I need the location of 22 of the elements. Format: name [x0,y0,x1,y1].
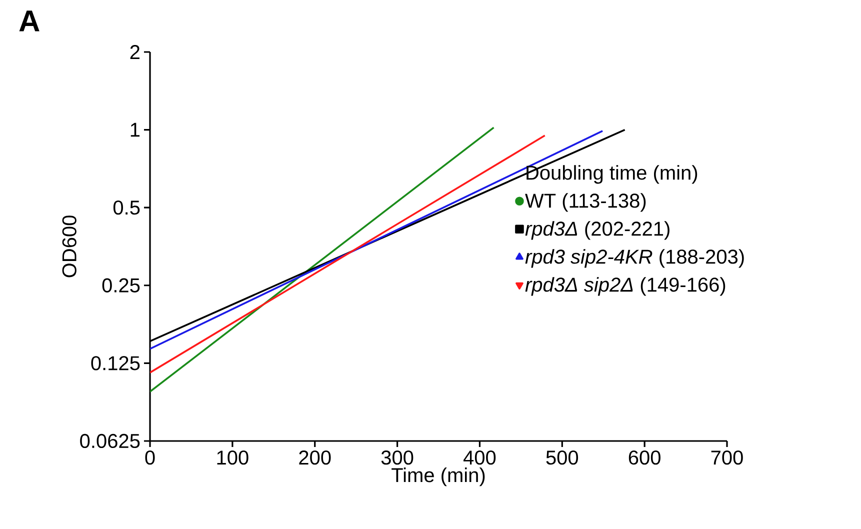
y-tick-label: 0.5 [113,200,140,215]
y-tick-label: 0.0625 [80,434,140,448]
chart-title: A [19,10,40,32]
y-tick-label: 2 [130,45,140,59]
legend-label: WT (113-138) [525,193,646,212]
x-tick-label: 100 [217,450,248,465]
x-tick-label: 300 [381,450,414,465]
y-axis-title: OD600 [62,216,76,278]
legend-label: rpd3Δ sip2Δ (149-166) [525,277,726,296]
y-tick-label: 1 [130,122,140,137]
x-tick-label: 400 [463,450,496,465]
x-tick-label: 700 [711,450,743,465]
legend-label: rpd3Δ (202-221) [525,221,670,240]
x-tick-label: 200 [299,450,331,465]
y-tick-label: 0.25 [102,278,140,292]
legend-title: Doubling time (min) [526,165,698,184]
x-tick-label: 0 [145,450,155,465]
legend-label: rpd3 sip2-4KR (188-203) [525,249,744,268]
x-axis-title: Time (min) [392,468,485,486]
y-tick-label: 0.125 [91,356,140,370]
x-tick-label: 600 [628,450,660,465]
x-tick-label: 500 [546,450,578,465]
